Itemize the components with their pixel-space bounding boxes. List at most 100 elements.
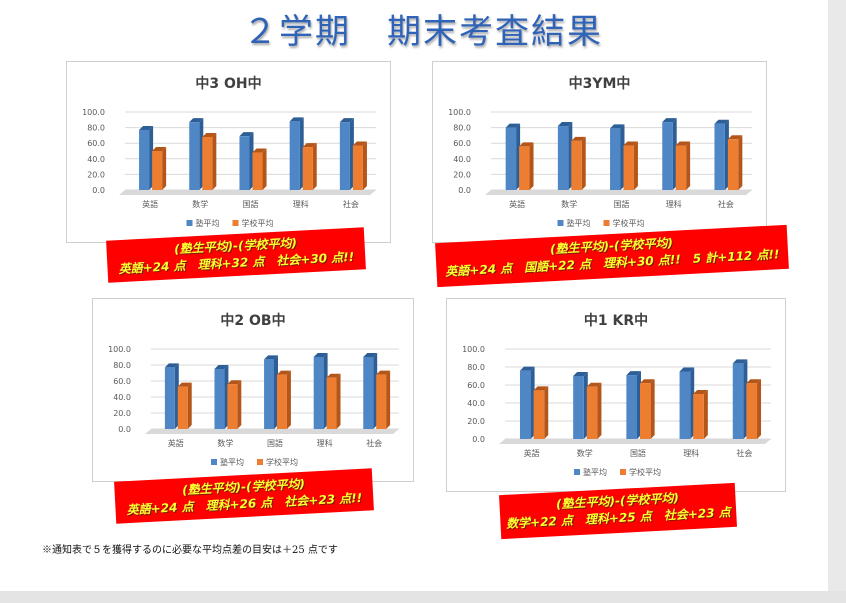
bar-school-average <box>675 141 691 190</box>
legend-swatch <box>186 220 193 226</box>
bar-school-average <box>519 142 534 190</box>
y-tick-label: 20.0 <box>87 170 105 179</box>
legend-label: 塾平均 <box>583 467 607 477</box>
bar-school-average <box>277 370 291 429</box>
y-tick-label: 80.0 <box>113 361 131 370</box>
footnote: ※通知表で５を獲得するのに必要な平均点差の目安は＋25 点です <box>42 545 338 556</box>
bar-school-average <box>746 379 762 439</box>
bar-school-average <box>586 382 602 439</box>
bar-juku-average <box>189 118 204 190</box>
y-tick-label: 20.0 <box>467 417 485 426</box>
chart-title: 中3YM中 <box>569 75 631 92</box>
x-tick-label: 数学 <box>561 199 577 209</box>
chart-panel-chu3-oh[interactable]: 中3 OH中 100.0 80.0 60.0 40.0 20.0 0.0 英語 数学 国語 理科 社会… <box>66 61 391 243</box>
x-tick-label: 社会 <box>718 199 734 209</box>
chart-svg-chu1-kr: 中1 KR中 100.0 80.0 60.0 40.0 20.0 0.0 英語 数学 国語 理科 社会… <box>462 312 771 477</box>
chart-title: 中1 KR中 <box>584 312 648 329</box>
bar-juku-average <box>339 118 354 190</box>
y-tick-label: 80.0 <box>467 363 485 372</box>
window-scrollbar[interactable] <box>828 0 846 603</box>
chart-svg-chu3-ym: 中3YM中 100.0 80.0 60.0 40.0 20.0 0.0 英語 数学 国語 理科 社会塾… <box>448 75 752 228</box>
chart-title: 中3 OH中 <box>195 75 261 92</box>
bar-juku-average <box>662 118 677 190</box>
legend-label: 塾平均 <box>567 218 591 228</box>
y-tick-label: 40.0 <box>453 155 471 164</box>
x-tick-label: 理科 <box>317 438 333 448</box>
y-tick-label: 100.0 <box>448 108 471 117</box>
x-tick-label: 数学 <box>577 448 593 458</box>
bar-juku-average <box>732 359 748 439</box>
chart-panel-chu3-ym[interactable]: 中3YM中 100.0 80.0 60.0 40.0 20.0 0.0 英語 数学 国語 理科 社会塾… <box>432 61 767 243</box>
legend-swatch <box>603 220 610 226</box>
y-tick-label: 80.0 <box>453 124 471 133</box>
page-title: ２学期 期末考査結果 <box>243 12 603 52</box>
x-tick-label: 国語 <box>630 448 646 458</box>
chart-panel-chu1-kr[interactable]: 中1 KR中 100.0 80.0 60.0 40.0 20.0 0.0 英語 数学 国語 理科 社会… <box>446 298 786 492</box>
legend-label: 学校平均 <box>613 218 645 228</box>
x-tick-label: 社会 <box>343 199 359 209</box>
y-tick-label: 60.0 <box>87 139 105 148</box>
x-tick-label: 国語 <box>614 199 630 209</box>
bar-juku-average <box>519 366 535 439</box>
bar-juku-average <box>505 123 521 190</box>
bar-school-average <box>326 373 341 429</box>
bar-juku-average <box>626 371 641 439</box>
y-tick-label: 20.0 <box>113 409 131 418</box>
chart-svg-chu2-ob: 中2 OB中 100.0 80.0 60.0 40.0 20.0 0.0 英語 数学 国語 理科 社会… <box>108 312 399 467</box>
legend-swatch <box>620 469 626 475</box>
bar-juku-average <box>610 124 625 190</box>
y-tick-label: 80.0 <box>87 124 105 133</box>
y-tick-label: 60.0 <box>453 139 471 148</box>
bar-juku-average <box>557 122 573 190</box>
x-tick-label: 英語 <box>168 438 184 448</box>
bar-juku-average <box>714 119 729 190</box>
bar-school-average <box>302 143 317 190</box>
x-tick-label: 英語 <box>142 199 158 209</box>
bar-school-average <box>352 141 367 190</box>
bar-juku-average <box>679 367 695 439</box>
y-tick-label: 0.0 <box>92 186 105 195</box>
bar-juku-average <box>264 355 278 429</box>
bar-school-average <box>693 390 708 439</box>
bar-juku-average <box>289 117 304 190</box>
x-tick-label: 理科 <box>293 199 309 209</box>
x-tick-label: 理科 <box>666 199 682 209</box>
bar-school-average <box>376 370 391 429</box>
bar-juku-average <box>573 372 588 439</box>
y-tick-label: 0.0 <box>118 425 131 434</box>
y-tick-label: 100.0 <box>462 345 485 354</box>
x-tick-label: 数学 <box>192 199 208 209</box>
bar-juku-average <box>363 353 378 429</box>
chart-title: 中2 OB中 <box>220 312 285 329</box>
legend-label: 学校平均 <box>242 218 274 228</box>
bar-juku-average <box>214 365 229 429</box>
legend-swatch <box>557 220 564 226</box>
y-tick-label: 60.0 <box>113 377 131 386</box>
bar-school-average <box>252 148 267 190</box>
legend-label: 学校平均 <box>266 457 298 467</box>
bar-juku-average <box>164 363 179 429</box>
bar-juku-average <box>139 125 154 190</box>
y-tick-label: 100.0 <box>108 345 131 354</box>
bar-school-average <box>202 132 217 190</box>
x-tick-label: 社会 <box>366 438 382 448</box>
chart-panel-chu2-ob[interactable]: 中2 OB中 100.0 80.0 60.0 40.0 20.0 0.0 英語 数学 国語 理科 社会… <box>92 298 414 482</box>
x-tick-label: 国語 <box>243 199 259 209</box>
y-tick-label: 100.0 <box>82 108 105 117</box>
x-tick-label: 英語 <box>509 199 525 209</box>
chart-floor <box>119 190 376 195</box>
legend-label: 塾平均 <box>196 218 220 228</box>
bar-school-average <box>727 135 743 190</box>
bar-juku-average <box>313 353 328 429</box>
y-tick-label: 40.0 <box>113 393 131 402</box>
bar-school-average <box>177 382 192 429</box>
bar-school-average <box>571 136 586 190</box>
y-tick-label: 0.0 <box>458 186 471 195</box>
x-tick-label: 社会 <box>736 448 752 458</box>
legend-label: 塾平均 <box>220 457 244 467</box>
x-tick-label: 国語 <box>267 438 283 448</box>
bar-juku-average <box>239 132 254 190</box>
legend-swatch <box>257 459 263 465</box>
bar-school-average <box>533 386 549 439</box>
bar-school-average <box>623 141 638 190</box>
